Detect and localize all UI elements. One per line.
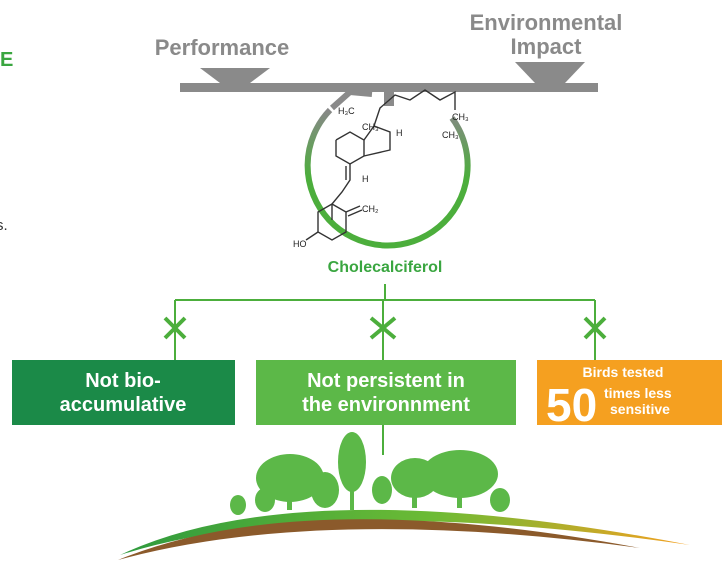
edge-text: s. <box>0 217 8 234</box>
edge-text: E <box>0 49 13 71</box>
atom-label: CH₃ <box>362 122 379 132</box>
atom-label: HO <box>293 239 307 249</box>
arc <box>304 107 471 249</box>
arc <box>330 88 373 111</box>
pillar <box>384 92 394 106</box>
balance-right: Impact <box>511 34 583 59</box>
cross <box>163 316 607 340</box>
box-number: 50 <box>546 379 597 431</box>
box-text: Not bio- <box>85 370 161 392</box>
box-text: accumulative <box>60 394 187 416</box>
weight <box>515 62 585 83</box>
atom-label: H <box>396 128 403 138</box>
molecule-name: Cholecalciferol <box>328 259 443 276</box>
box-text: times less <box>604 385 672 401</box>
box-text: the environnment <box>302 394 470 416</box>
atom-label: H₃C <box>338 106 355 116</box>
balance-left: Performance <box>155 35 290 60</box>
weight <box>200 68 270 83</box>
box-text: Not persistent in <box>307 370 465 392</box>
box <box>12 360 235 425</box>
box-text: sensitive <box>610 401 670 417</box>
box <box>537 360 722 425</box>
beam <box>180 83 598 92</box>
balance-right: Environmental <box>470 10 623 35</box>
box-text: Birds tested <box>583 364 664 380</box>
atom-label: CH₃ <box>452 112 469 122</box>
trees <box>230 432 510 515</box>
atom-label: CH₂ <box>362 204 379 214</box>
structure <box>305 89 456 241</box>
atom-label: CH₃ <box>442 130 459 140</box>
soil <box>118 519 640 560</box>
ground <box>120 509 690 555</box>
atom-label: H <box>362 174 369 184</box>
box <box>256 360 516 425</box>
